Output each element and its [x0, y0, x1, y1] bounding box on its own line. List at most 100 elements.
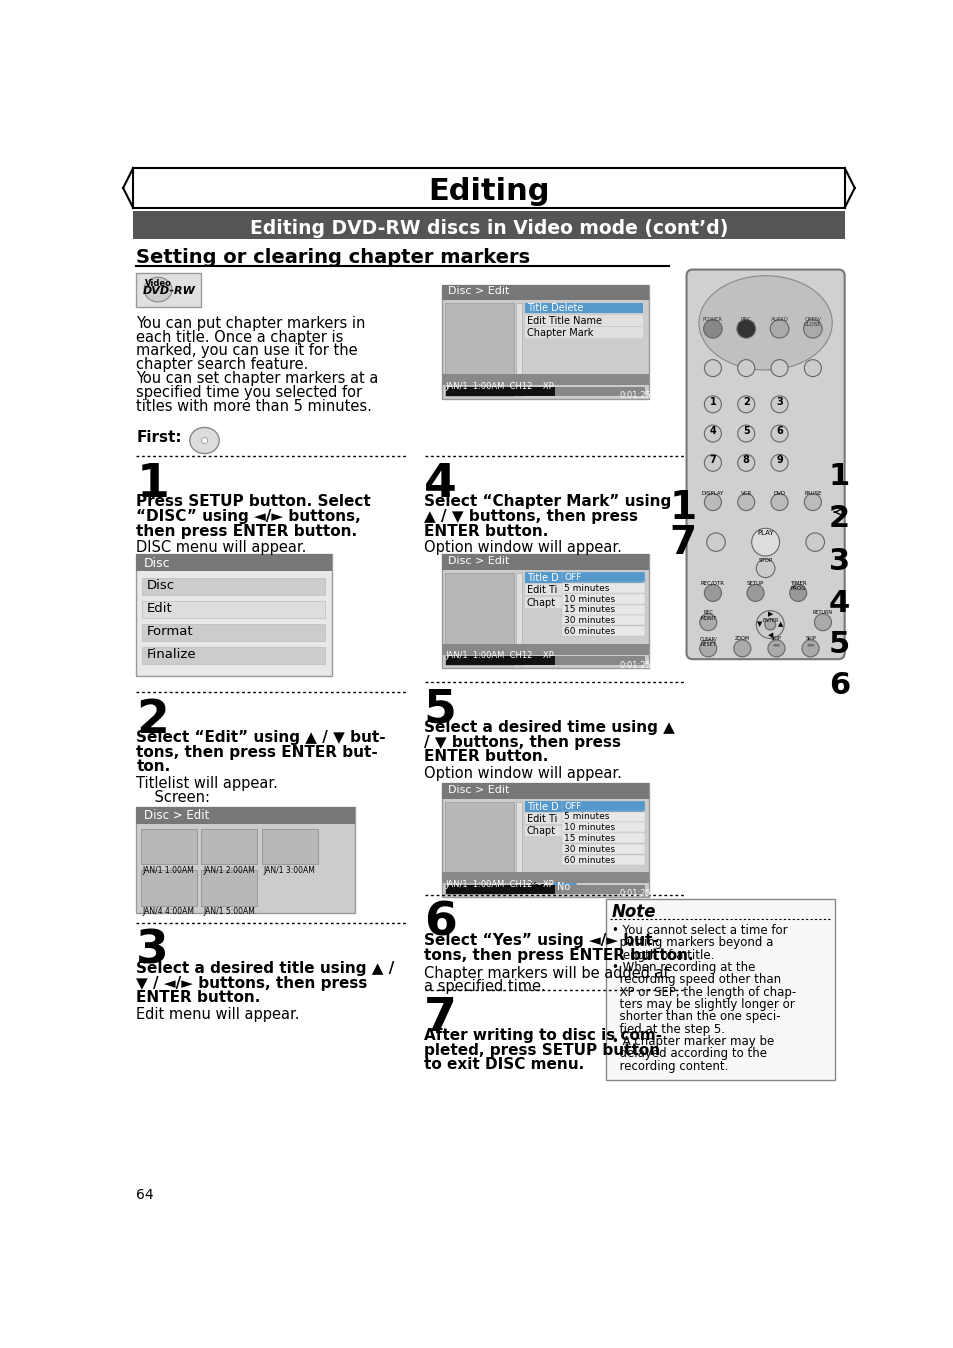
Ellipse shape — [706, 532, 724, 551]
Bar — [605, 899, 835, 1080]
Text: ▲: ▲ — [778, 621, 783, 628]
Text: delayed according to the: delayed according to the — [612, 1047, 766, 1061]
FancyBboxPatch shape — [686, 270, 843, 659]
Bar — [561, 615, 645, 625]
Ellipse shape — [703, 396, 720, 412]
Text: ters may be slightly longer or: ters may be slightly longer or — [612, 998, 794, 1011]
Text: putting markers beyond a: putting markers beyond a — [612, 937, 773, 949]
Bar — [524, 328, 642, 338]
Text: Disc > Edit: Disc > Edit — [144, 809, 210, 822]
Text: 5: 5 — [742, 426, 749, 435]
Bar — [561, 593, 645, 604]
Text: 0:01:25: 0:01:25 — [619, 890, 651, 898]
Text: SKIP
>>: SKIP >> — [804, 636, 815, 647]
Text: 10 minutes: 10 minutes — [563, 594, 615, 604]
Bar — [524, 813, 642, 824]
Bar — [141, 829, 196, 864]
Bar — [524, 315, 642, 326]
Bar — [136, 807, 355, 824]
Text: 0:01:25: 0:01:25 — [619, 391, 651, 400]
Text: specified time you selected for: specified time you selected for — [136, 386, 362, 400]
Text: After writing to disc is com-: After writing to disc is com- — [423, 1029, 661, 1043]
Text: SKIP
<<: SKIP << — [770, 636, 781, 647]
Text: 5: 5 — [423, 687, 456, 733]
Text: REC
MONIT: REC MONIT — [700, 609, 716, 620]
Bar — [516, 380, 521, 396]
Bar — [561, 822, 645, 833]
Bar — [444, 802, 514, 894]
Text: marked, you can use it for the: marked, you can use it for the — [136, 344, 357, 359]
Ellipse shape — [733, 640, 750, 656]
Text: fied at the step 5.: fied at the step 5. — [612, 1023, 724, 1035]
Text: Disc > Edit: Disc > Edit — [447, 785, 509, 795]
Bar — [524, 572, 642, 582]
Text: Select “Edit” using ▲ / ▼ but-: Select “Edit” using ▲ / ▼ but- — [136, 731, 386, 745]
Bar — [561, 833, 645, 844]
Text: Chapter markers will be added at: Chapter markers will be added at — [423, 965, 668, 980]
Bar — [516, 573, 521, 666]
Ellipse shape — [770, 493, 787, 511]
Ellipse shape — [769, 319, 788, 338]
Ellipse shape — [805, 532, 823, 551]
Bar — [142, 577, 325, 594]
Text: STOP: STOP — [758, 558, 772, 562]
Text: recording speed other than: recording speed other than — [612, 973, 781, 987]
Text: Format: Format — [147, 625, 193, 639]
Text: DVD: DVD — [773, 491, 784, 496]
Text: JAN/4 4:00AM: JAN/4 4:00AM — [142, 907, 194, 917]
Text: 3: 3 — [136, 929, 169, 973]
Text: 7: 7 — [669, 523, 696, 562]
Text: JAN/1  1:00AM  CH12    XP: JAN/1 1:00AM CH12 XP — [445, 880, 554, 890]
Text: 1: 1 — [709, 396, 716, 407]
Text: ZOOM: ZOOM — [734, 636, 749, 642]
Bar — [142, 624, 325, 640]
Text: 2: 2 — [136, 698, 169, 743]
Text: Edit Ti: Edit Ti — [526, 814, 557, 824]
Text: titles with more than 5 minutes.: titles with more than 5 minutes. — [136, 399, 372, 414]
Bar — [445, 656, 555, 666]
Bar — [561, 625, 645, 636]
Ellipse shape — [201, 437, 208, 443]
Text: Select “Chapter Mark” using: Select “Chapter Mark” using — [423, 495, 670, 510]
Text: Screen:: Screen: — [136, 790, 210, 805]
Ellipse shape — [699, 276, 831, 371]
Bar — [136, 272, 201, 306]
Text: 6: 6 — [423, 900, 456, 946]
Text: Title D: Title D — [526, 573, 558, 582]
Text: First:: First: — [136, 430, 182, 445]
Text: TIMER
PROG: TIMER PROG — [789, 581, 805, 592]
Ellipse shape — [770, 454, 787, 472]
Ellipse shape — [737, 360, 754, 376]
Ellipse shape — [703, 360, 720, 376]
Text: You can put chapter markers in: You can put chapter markers in — [136, 315, 365, 330]
Text: POWER: POWER — [702, 317, 722, 322]
Text: VCR: VCR — [740, 491, 751, 496]
Bar — [561, 811, 645, 822]
Text: Editing: Editing — [428, 178, 549, 206]
Text: Yes: Yes — [529, 882, 544, 892]
Text: 0:01:25: 0:01:25 — [619, 661, 651, 670]
Text: shorter than the one speci-: shorter than the one speci- — [612, 1010, 780, 1023]
Bar — [441, 783, 649, 898]
Text: 2: 2 — [742, 396, 749, 407]
Text: 4: 4 — [709, 426, 716, 435]
Text: AUDIO: AUDIO — [770, 317, 788, 322]
Text: Edit menu will appear.: Edit menu will appear. — [136, 1007, 299, 1022]
Text: 15 minutes: 15 minutes — [563, 605, 615, 615]
Text: Titlelist will appear.: Titlelist will appear. — [136, 776, 278, 791]
Ellipse shape — [737, 425, 754, 442]
Text: Edit: Edit — [147, 603, 172, 615]
Ellipse shape — [803, 493, 821, 511]
Bar — [524, 597, 642, 608]
Text: ENTER button.: ENTER button. — [423, 523, 548, 539]
Text: Title Delete: Title Delete — [526, 303, 582, 314]
Text: 7: 7 — [423, 996, 456, 1041]
Text: XP or SEP, the length of chap-: XP or SEP, the length of chap- — [612, 985, 796, 999]
Text: Disc: Disc — [147, 580, 175, 592]
Text: Note: Note — [612, 903, 656, 921]
Ellipse shape — [802, 319, 821, 338]
Ellipse shape — [751, 528, 779, 555]
Text: then press ENTER button.: then press ENTER button. — [136, 523, 357, 539]
Text: Chapter Mark: Chapter Mark — [526, 328, 593, 338]
Bar — [561, 582, 645, 593]
